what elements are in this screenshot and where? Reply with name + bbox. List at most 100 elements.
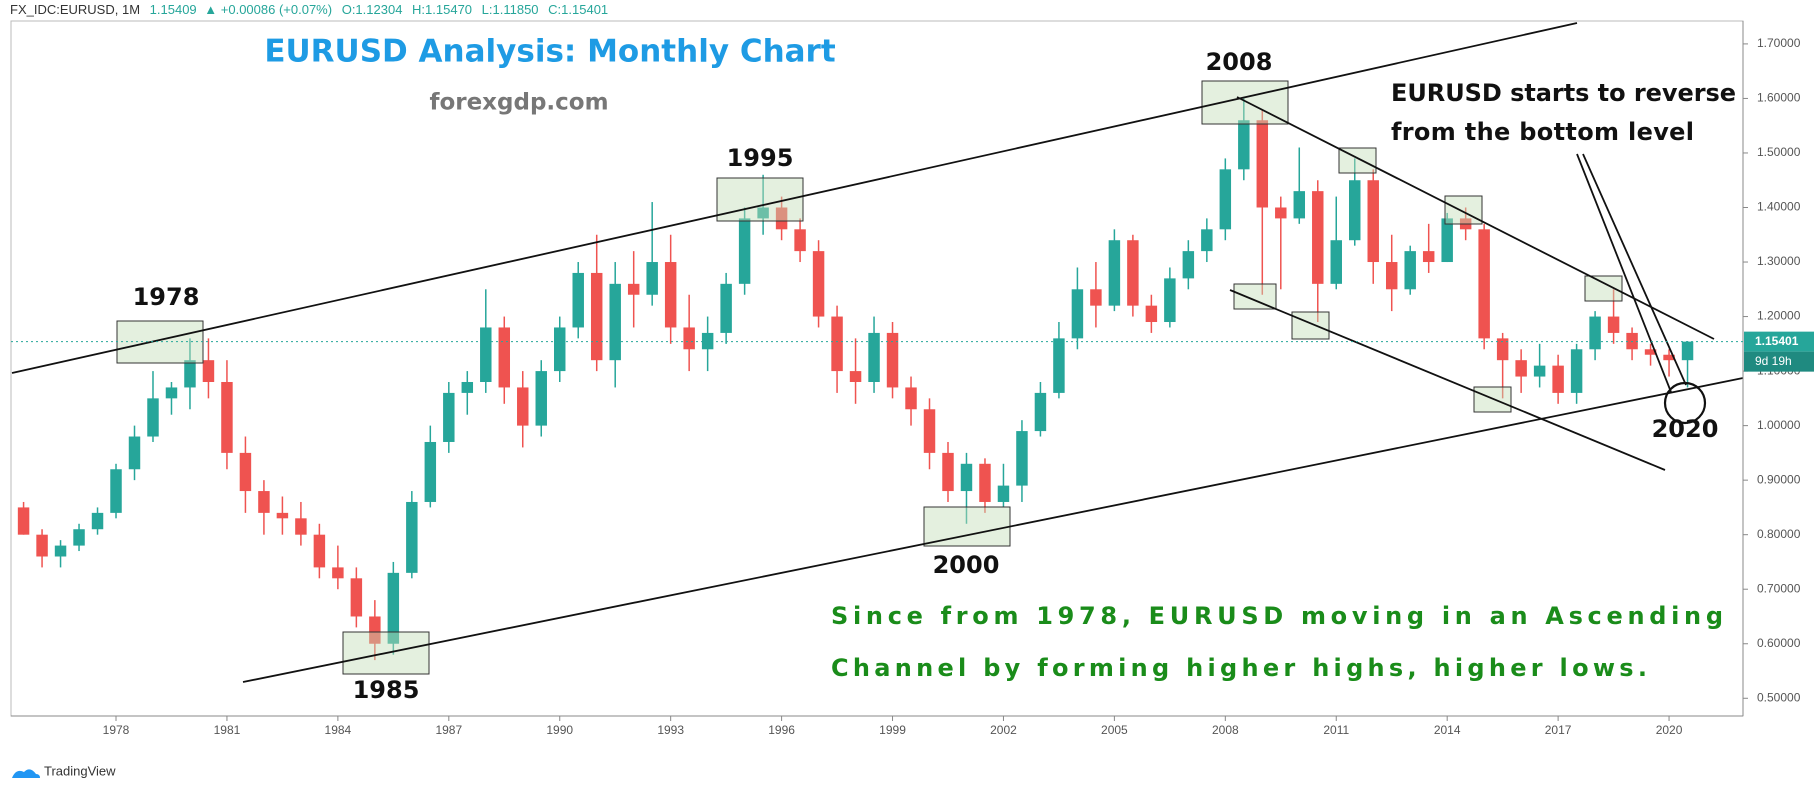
candle-body [1663,354,1675,361]
x-tick-label: 2014 [1434,723,1461,737]
highlight-box [1444,195,1483,225]
marks [17,98,1694,661]
candle-body [1312,191,1324,284]
candle-body [757,207,769,219]
candle-body [184,360,196,388]
y-tick-label: 1.40000 [1757,200,1801,214]
candle-body [1071,289,1084,339]
x-tick-label: 1996 [768,723,795,737]
subtitle: forexgdp.com [429,90,608,116]
y-tick-label: 1.00000 [1757,418,1801,432]
candle-body [443,392,455,442]
candle-body [1164,278,1176,323]
countdown-tag [1744,351,1814,372]
x-tick-label: 2002 [990,723,1017,737]
x-tick-label: 2011 [1323,723,1349,737]
candle-body [1182,251,1195,279]
highlight-box [1201,80,1289,125]
candle-body [868,332,880,382]
candle-body [461,381,474,393]
candle-body [128,436,141,470]
candle-body [979,463,991,502]
ohlc: O:1.12304 [342,2,403,17]
chart-title: EURUSD Analysis: Monthly Chart [264,34,836,70]
candle-body [1478,229,1490,339]
last-price-tag [1744,331,1814,352]
candle-body [997,485,1010,502]
highlight-box [923,506,1011,547]
candle-body [1275,207,1287,219]
y-tick-label: 0.60000 [1757,636,1801,650]
candle-body [202,360,215,382]
candle-body [239,452,252,492]
candle-body [1552,365,1564,393]
candle-body [1367,180,1379,263]
conclusion: Since from 1978, EURUSD moving in an Asc… [831,602,1723,630]
candle-body [1330,240,1342,284]
y-tick-label: 1.70000 [1757,36,1801,50]
candle-body [387,572,400,644]
highlight-box [116,320,204,364]
candle-body [1201,229,1213,252]
header: FX_IDC:EURUSD, 1M 1.15409 ▲ +0.00086 (+0… [10,2,608,17]
candle-body [1016,431,1028,486]
x-tick-label: 2005 [1101,723,1128,737]
candle-body [590,272,603,361]
candle-body [646,262,658,295]
candle-body [276,512,289,519]
candle-body [332,567,344,579]
candle-body [812,251,825,317]
y-tick-label: 0.70000 [1757,581,1801,595]
candle-body [1626,332,1638,350]
candle-body [1108,240,1121,306]
arrow-line [1576,153,1672,393]
candle-body [1034,392,1047,432]
candle-body [498,327,511,388]
candle-body [1404,251,1416,290]
candle-body [664,262,677,328]
candle-body [91,512,104,530]
symbol: FX_IDC:EURUSD, 1M [10,2,140,17]
arrow-line [1582,153,1687,386]
candle-body [369,616,381,644]
candle-body [572,272,584,328]
ohlc: C:1.15401 [548,2,608,17]
highlight-box [1338,147,1377,174]
candle-body [1589,316,1601,350]
y-tick-label: 1.50000 [1757,145,1801,159]
y-tick-label: 1.30000 [1757,254,1801,268]
candle-body [1293,191,1306,219]
candle-body [1238,120,1250,170]
candle-body [738,218,751,284]
last: 1.15409 [150,2,197,17]
x-tick-label: 1984 [325,723,352,737]
x-tick-label: 1990 [546,723,573,737]
candle-body [849,371,862,382]
last-price-label: 1.15401 [1755,334,1799,348]
candle-body [609,283,621,361]
ohlc: H:1.15470 [412,2,472,17]
x-tick-label: 1987 [435,723,462,737]
note: EURUSD starts to reverse [1391,79,1736,107]
candle-body [554,327,566,372]
candle-body [1090,289,1102,306]
year-label: 1995 [727,144,794,172]
candle-body [1681,341,1694,361]
candle-body [517,387,529,426]
y-tick-label: 0.80000 [1757,527,1801,541]
logo-icon [12,769,40,778]
footer: TradingView [44,763,116,778]
candle-body [1256,120,1269,208]
candle-body [147,398,159,437]
ohlc: L:1.11850 [482,2,539,17]
candle-body [350,578,363,617]
x-tick-label: 2008 [1212,723,1239,737]
candle-body [221,381,233,453]
candle-body [535,371,547,426]
candle-body [923,409,936,453]
candle-body [1570,349,1583,393]
year-label: 1985 [353,676,420,704]
highlight-box [1291,311,1330,340]
candle-body [36,534,48,557]
